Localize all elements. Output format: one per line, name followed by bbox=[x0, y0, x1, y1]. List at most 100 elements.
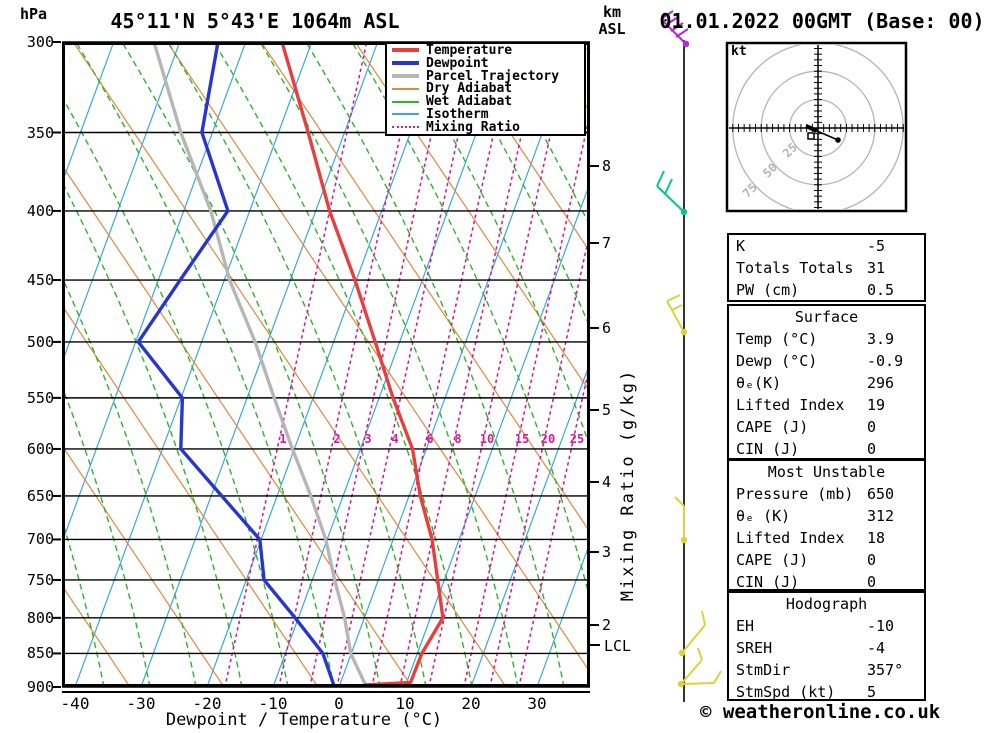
mixing-ratio-value-label: 4 bbox=[391, 432, 399, 446]
table-row-value: 312 bbox=[867, 507, 895, 525]
legend-line-sample bbox=[392, 48, 419, 53]
pressure-tick-label: 350 bbox=[26, 123, 54, 142]
x-tick-label: -10 bbox=[258, 694, 288, 713]
isotherm-line bbox=[63, 43, 114, 182]
table-row: Temp (°C) 3.9 bbox=[729, 328, 924, 350]
wind-barb bbox=[675, 28, 689, 38]
legend-item: Temperature bbox=[387, 42, 584, 58]
legend-item: Parcel Trajectory bbox=[387, 69, 584, 84]
table-row: θₑ(K) 296 bbox=[729, 372, 924, 394]
wet-adiabat-line bbox=[167, 43, 427, 686]
mixing-ratio-value-label: 1 bbox=[279, 432, 287, 446]
wind-barb-dot bbox=[680, 328, 688, 336]
x-tick-label: 30 bbox=[527, 694, 547, 713]
legend-item: Dry Adiabat bbox=[387, 81, 584, 96]
wind-barb bbox=[656, 185, 685, 213]
hodograph-trace-thick bbox=[805, 124, 818, 133]
wind-barb bbox=[656, 170, 665, 187]
table-row-label: Lifted Index bbox=[736, 529, 845, 547]
table-row-value: 0 bbox=[867, 418, 877, 436]
table-row-label: StmSpd (kt) bbox=[736, 683, 836, 701]
table-row: Dewp (°C) -0.9 bbox=[729, 350, 924, 372]
legend-item-label: Temperature bbox=[426, 42, 513, 58]
table-row: CIN (J) 0 bbox=[729, 438, 924, 460]
dry-adiabat-line bbox=[63, 165, 413, 686]
km-axis-label-asl: ASL bbox=[598, 20, 626, 38]
wind-barb bbox=[671, 304, 683, 311]
wind-barb bbox=[660, 18, 687, 45]
parcel-trajectory-curve bbox=[152, 43, 368, 686]
table-row: StmSpd (kt) 5 bbox=[729, 681, 924, 703]
pressure-tick-label: 700 bbox=[26, 530, 54, 549]
table-row-value: -5 bbox=[867, 237, 886, 255]
table-row-value: 0 bbox=[867, 551, 877, 569]
table-row-value: 18 bbox=[867, 529, 886, 547]
table-row-value: 31 bbox=[867, 259, 886, 277]
mixing-ratio-line bbox=[278, 43, 422, 686]
table-row-label: CIN (J) bbox=[736, 440, 800, 458]
table-row: Lifted Index 19 bbox=[729, 394, 924, 416]
km-tick-label: 5 bbox=[602, 401, 612, 419]
x-tick-label: -30 bbox=[126, 694, 156, 713]
isotherm-line bbox=[206, 43, 444, 686]
table-row-value: 650 bbox=[867, 485, 895, 503]
table-row-label: Totals Totals bbox=[736, 259, 854, 277]
km-tick-label: 3 bbox=[602, 543, 612, 561]
wet-adiabat-line bbox=[305, 43, 565, 686]
legend-line-sample bbox=[392, 100, 419, 103]
table-row-label: Lifted Index bbox=[736, 396, 845, 414]
table-row: Totals Totals 31 bbox=[729, 257, 924, 279]
wind-barb bbox=[680, 659, 703, 685]
temperature-curve bbox=[280, 43, 445, 686]
wind-barb bbox=[664, 178, 673, 195]
pressure-tick-label: 650 bbox=[26, 486, 54, 505]
wet-adiabat-line bbox=[213, 43, 473, 686]
stats-table-most-unstable: Most Unstable Pressure (mb) 650 θₑ (K) 312 Li… bbox=[727, 459, 926, 591]
wind-barb bbox=[701, 610, 706, 626]
mixing-ratio-line bbox=[489, 232, 589, 686]
isotherm-line bbox=[74, 43, 312, 686]
table-row-value: 296 bbox=[867, 374, 895, 392]
mixing-ratio-value-label: 25 bbox=[569, 432, 585, 446]
x-tick-label: 20 bbox=[461, 694, 481, 713]
table-row-label: PW (cm) bbox=[736, 281, 800, 299]
legend-line-sample bbox=[392, 61, 419, 66]
mixing-ratio-value-label: 15 bbox=[514, 432, 530, 446]
x-tick-label: 10 bbox=[395, 694, 415, 713]
mixing-ratio-line bbox=[428, 43, 572, 686]
pressure-tick-label: 400 bbox=[26, 201, 54, 220]
stats-table-surface: Surface Temp (°C) 3.9 Dewp (°C) -0.9 θₑ(K) 296… bbox=[727, 304, 926, 460]
wind-barb-dot bbox=[678, 649, 686, 657]
table-row-label: CAPE (J) bbox=[736, 551, 809, 569]
wet-adiabat-line bbox=[63, 277, 197, 686]
wind-barb-dot bbox=[682, 40, 690, 48]
table-row: SREH -4 bbox=[729, 637, 924, 659]
legend-line-sample bbox=[392, 87, 419, 90]
legend-line-sample bbox=[392, 113, 419, 116]
table-row: EH -10 bbox=[729, 615, 924, 637]
table-row: CIN (J) 0 bbox=[729, 571, 924, 593]
wind-barb bbox=[713, 670, 722, 684]
x-tick-label: -20 bbox=[192, 694, 222, 713]
dry-adiabat-line bbox=[261, 43, 589, 532]
wind-barb bbox=[666, 300, 685, 333]
wind-barb bbox=[681, 624, 706, 654]
table-row-label: Pressure (mb) bbox=[736, 485, 854, 503]
wind-barb-dot bbox=[677, 680, 685, 688]
isotherm-line bbox=[140, 43, 378, 686]
table-row-label: CIN (J) bbox=[736, 573, 800, 591]
wind-barb bbox=[697, 647, 703, 661]
table-row-value: 0 bbox=[867, 440, 877, 458]
table-row: StmDir 357° bbox=[729, 659, 924, 681]
mixing-ratio-value-label: 6 bbox=[426, 432, 434, 446]
legend-item: Dewpoint bbox=[387, 56, 584, 71]
dewpoint-curve bbox=[136, 43, 336, 686]
table-row: θₑ (K) 312 bbox=[729, 505, 924, 527]
wind-barb-dot bbox=[680, 208, 688, 216]
km-tick-label: 6 bbox=[602, 319, 612, 337]
pressure-tick-label: 800 bbox=[26, 608, 54, 627]
mixing-ratio-line bbox=[399, 43, 543, 686]
km-axis-label-km: km bbox=[602, 3, 622, 21]
